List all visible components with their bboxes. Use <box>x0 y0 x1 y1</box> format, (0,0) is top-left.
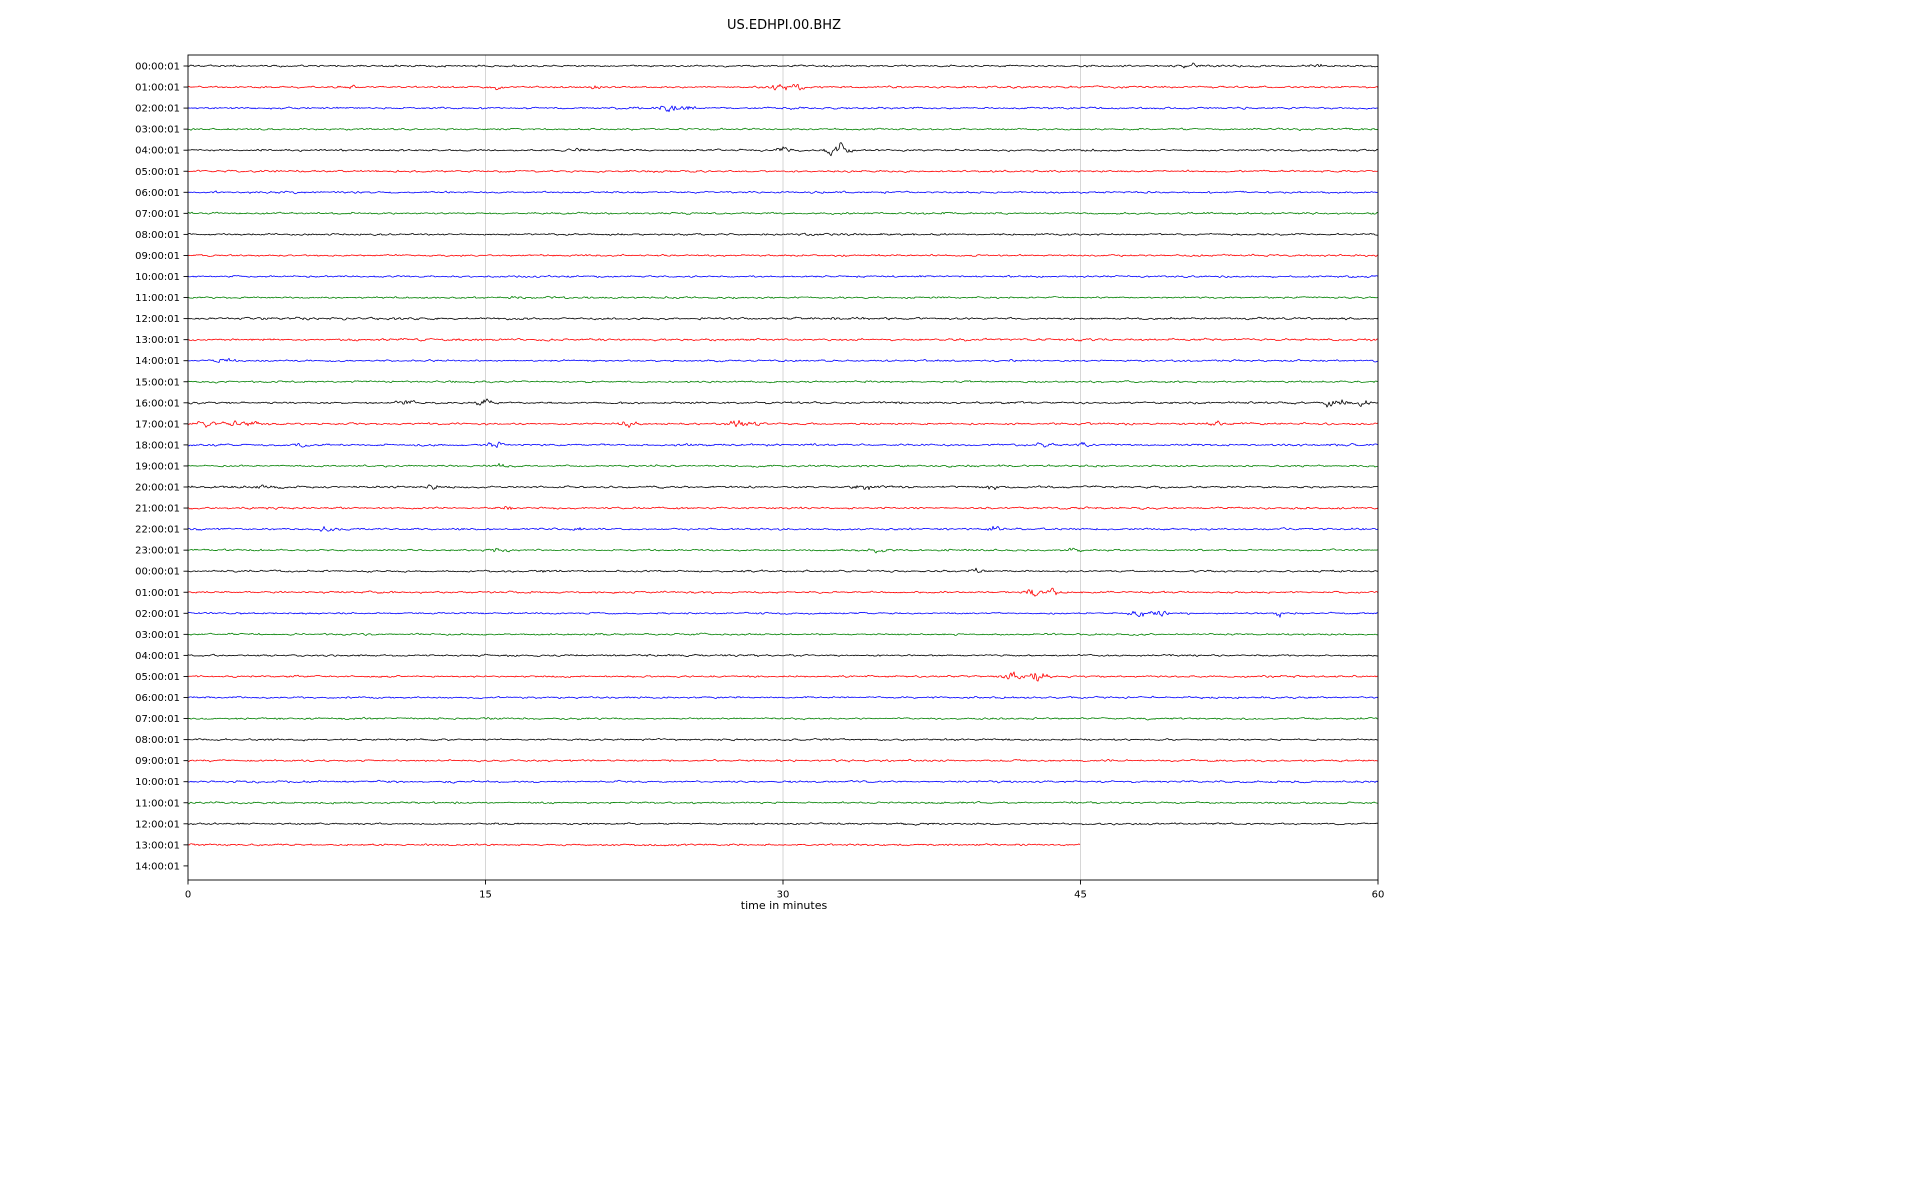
y-tick-label: 23:00:01 <box>135 546 180 557</box>
y-tick-label: 13:00:01 <box>135 840 180 851</box>
y-tick-label: 08:00:01 <box>135 230 180 241</box>
x-tick-label: 0 <box>185 890 191 901</box>
axes <box>183 54 1379 885</box>
y-tick-label: 09:00:01 <box>135 251 180 262</box>
y-tick-label: 03:00:01 <box>135 125 180 136</box>
y-tick-label: 02:00:01 <box>135 104 180 115</box>
y-tick-label: 11:00:01 <box>135 293 180 304</box>
y-tick-label: 05:00:01 <box>135 672 180 683</box>
trace-row <box>187 62 1379 69</box>
tick-labels: 0 15 30 45 60 00:00:01 01:00:01 02:00:01 03:00:0… <box>135 62 1384 901</box>
y-tick-label: 20:00:01 <box>135 483 180 494</box>
y-tick-label: 01:00:01 <box>135 83 180 94</box>
trace-row <box>187 800 1379 805</box>
y-tick-label: 06:00:01 <box>135 693 180 704</box>
x-tick-label: 60 <box>1372 890 1385 901</box>
trace-row <box>187 253 1379 258</box>
trace-row <box>187 484 1379 491</box>
y-tick-label: 19:00:01 <box>135 461 180 472</box>
y-tick-label: 13:00:01 <box>135 335 180 346</box>
y-tick-label: 00:00:01 <box>135 567 180 578</box>
trace-row <box>187 169 1379 173</box>
y-tick-label: 21:00:01 <box>135 504 180 515</box>
y-tick-label: 00:00:01 <box>135 62 180 73</box>
trace-row <box>187 463 1379 468</box>
trace-row <box>187 525 1379 532</box>
trace-row <box>187 822 1379 826</box>
y-tick-label: 07:00:01 <box>135 714 180 725</box>
trace-row <box>187 716 1379 721</box>
trace-row <box>187 337 1379 342</box>
trace-row <box>187 738 1379 742</box>
traces <box>187 62 1379 847</box>
trace-row <box>187 380 1379 384</box>
y-tick-label: 02:00:01 <box>135 609 180 620</box>
y-tick-label: 17:00:01 <box>135 419 180 430</box>
y-tick-label: 07:00:01 <box>135 209 180 220</box>
trace-row <box>187 295 1379 300</box>
y-tick-label: 04:00:01 <box>135 651 180 662</box>
y-tick-label: 03:00:01 <box>135 630 180 641</box>
trace-row <box>187 232 1379 236</box>
trace-row <box>187 671 1379 682</box>
trace-row <box>187 779 1379 784</box>
y-tick-label: 04:00:01 <box>135 146 180 157</box>
x-tick-label: 15 <box>479 890 492 901</box>
y-tick-label: 06:00:01 <box>135 188 180 199</box>
trace-row <box>187 547 1379 554</box>
y-tick-label: 11:00:01 <box>135 798 180 809</box>
y-tick-label: 22:00:01 <box>135 525 180 536</box>
y-tick-label: 12:00:01 <box>135 314 180 325</box>
trace-row <box>187 127 1379 132</box>
trace-row <box>187 632 1379 636</box>
gridlines <box>485 55 1081 880</box>
y-tick-label: 01:00:01 <box>135 588 180 599</box>
trace-row <box>187 420 1379 428</box>
x-tick-label: 45 <box>1074 890 1087 901</box>
y-tick-label: 14:00:01 <box>135 356 180 367</box>
trace-row <box>187 567 1379 573</box>
trace-row <box>187 610 1379 618</box>
y-tick-label: 18:00:01 <box>135 440 180 451</box>
trace-row <box>187 843 1081 847</box>
trace-row <box>187 758 1379 763</box>
trace-row <box>187 587 1379 597</box>
trace-row <box>187 83 1379 91</box>
trace-row <box>187 398 1379 408</box>
x-tick-label: 30 <box>777 890 790 901</box>
chart-title: US.EDHPI.00.BHZ <box>727 18 841 33</box>
trace-row <box>187 316 1379 321</box>
trace-row <box>187 441 1379 448</box>
x-axis-label: time in minutes <box>741 899 828 912</box>
y-tick-label: 05:00:01 <box>135 167 180 178</box>
trace-row <box>187 506 1379 510</box>
trace-row <box>187 211 1379 215</box>
trace-row <box>187 695 1379 700</box>
y-tick-label: 08:00:01 <box>135 735 180 746</box>
y-tick-label: 14:00:01 <box>135 861 180 872</box>
y-tick-label: 15:00:01 <box>135 377 180 388</box>
trace-row <box>187 105 1379 113</box>
trace-row <box>187 274 1379 279</box>
trace-row <box>187 357 1379 363</box>
y-tick-label: 16:00:01 <box>135 398 180 409</box>
y-tick-label: 09:00:01 <box>135 756 180 767</box>
trace-row <box>187 190 1379 195</box>
trace-row <box>187 142 1379 157</box>
y-tick-label: 10:00:01 <box>135 272 180 283</box>
y-tick-label: 12:00:01 <box>135 819 180 830</box>
y-tick-label: 10:00:01 <box>135 777 180 788</box>
trace-row <box>187 653 1379 658</box>
